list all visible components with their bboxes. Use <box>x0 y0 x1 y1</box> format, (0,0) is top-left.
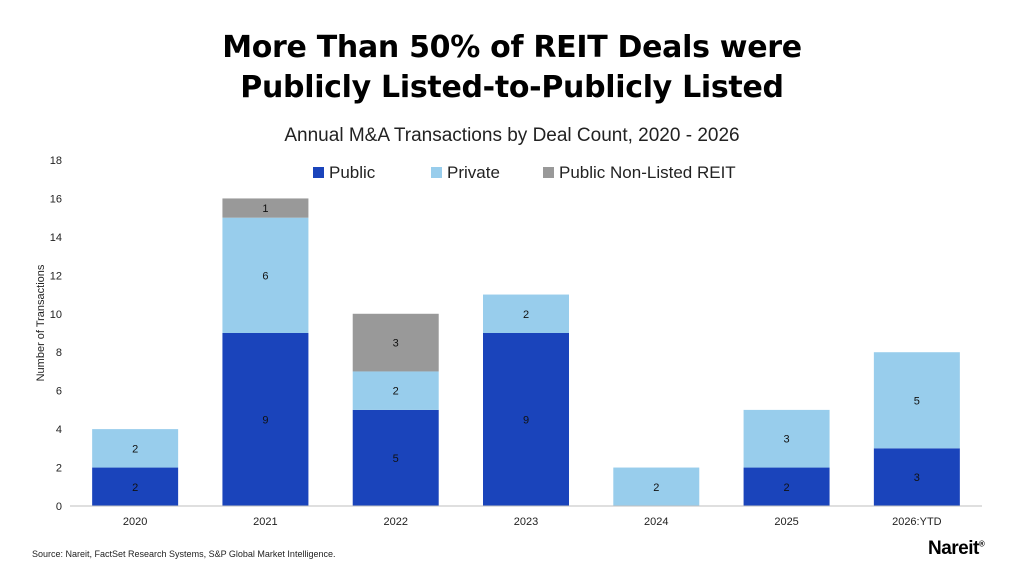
x-tick-label: 2021 <box>253 516 277 528</box>
legend-swatch-public <box>313 167 324 178</box>
data-label: 5 <box>914 395 920 407</box>
legend-label-public: Public <box>329 163 376 182</box>
y-tick-label: 2 <box>56 463 62 475</box>
data-label: 3 <box>914 472 920 484</box>
legend-swatch-private <box>431 167 442 178</box>
title-line-1: More Than 50% of REIT Deals were <box>222 30 802 65</box>
brand-name: Nareit <box>928 538 979 559</box>
x-tick-label: 2022 <box>383 516 407 528</box>
x-tick-label: 2020 <box>123 516 147 528</box>
data-label: 2 <box>653 482 659 494</box>
bar-public-2026-ytd <box>873 448 960 506</box>
bar-public-2021 <box>222 333 309 506</box>
data-label: 2 <box>132 482 138 494</box>
y-tick-label: 14 <box>50 232 62 244</box>
data-label: 5 <box>393 453 399 465</box>
bar-private-2020 <box>92 429 179 468</box>
y-tick-label: 12 <box>50 270 62 282</box>
bar-public-2020 <box>92 467 179 506</box>
x-tick-label: 2024 <box>644 516 668 528</box>
bar-public-2025 <box>743 467 830 506</box>
bar-public-non-listed-reit-2021 <box>222 198 309 218</box>
x-tick-label: 2025 <box>774 516 798 528</box>
chart-subtitle: Annual M&A Transactions by Deal Count, 2… <box>284 125 740 146</box>
source-note: Source: Nareit, FactSet Research Systems… <box>32 549 336 559</box>
data-label: 3 <box>393 338 399 350</box>
legend-swatch-public-non-listed-reit <box>543 167 554 178</box>
legend-label-private: Private <box>447 163 500 182</box>
x-tick-label: 2023 <box>514 516 538 528</box>
y-tick-label: 16 <box>50 193 62 205</box>
legend-label-public-non-listed-reit: Public Non-Listed REIT <box>559 163 736 182</box>
data-label: 2 <box>784 482 790 494</box>
title-line-2: Publicly Listed-to-Publicly Listed <box>240 70 784 105</box>
bar-public-non-listed-reit-2022 <box>352 313 439 372</box>
nareit-logo: Nareit® <box>928 538 985 560</box>
data-label: 2 <box>393 386 399 398</box>
bar-public-2022 <box>352 409 439 506</box>
data-label: 2 <box>523 309 529 321</box>
brand-mark: ® <box>978 539 985 549</box>
bar-private-2024 <box>613 467 700 506</box>
y-tick-label: 18 <box>50 155 62 167</box>
bar-private-2023 <box>483 294 569 333</box>
bar-public-2023 <box>483 333 569 506</box>
bar-private-2021 <box>222 217 309 333</box>
data-label: 6 <box>262 270 268 282</box>
y-tick-label: 8 <box>56 347 62 359</box>
y-tick-label: 4 <box>56 424 62 436</box>
y-tick-label: 10 <box>50 309 62 321</box>
x-tick-label: 2026:YTD <box>892 516 942 528</box>
data-label: 2 <box>132 443 138 455</box>
chart-title: More Than 50% of REIT Deals were Publicl… <box>0 28 1024 108</box>
y-tick-label: 0 <box>56 501 62 513</box>
bar-private-2025 <box>743 409 830 468</box>
data-label: 3 <box>784 434 790 446</box>
y-tick-label: 6 <box>56 386 62 398</box>
data-label: 9 <box>262 415 268 427</box>
bar-private-2022 <box>352 371 439 410</box>
bar-private-2026-ytd <box>873 352 960 449</box>
y-axis-label: Number of Transactions <box>35 264 47 381</box>
data-label: 9 <box>523 415 529 427</box>
data-label: 1 <box>262 203 268 215</box>
